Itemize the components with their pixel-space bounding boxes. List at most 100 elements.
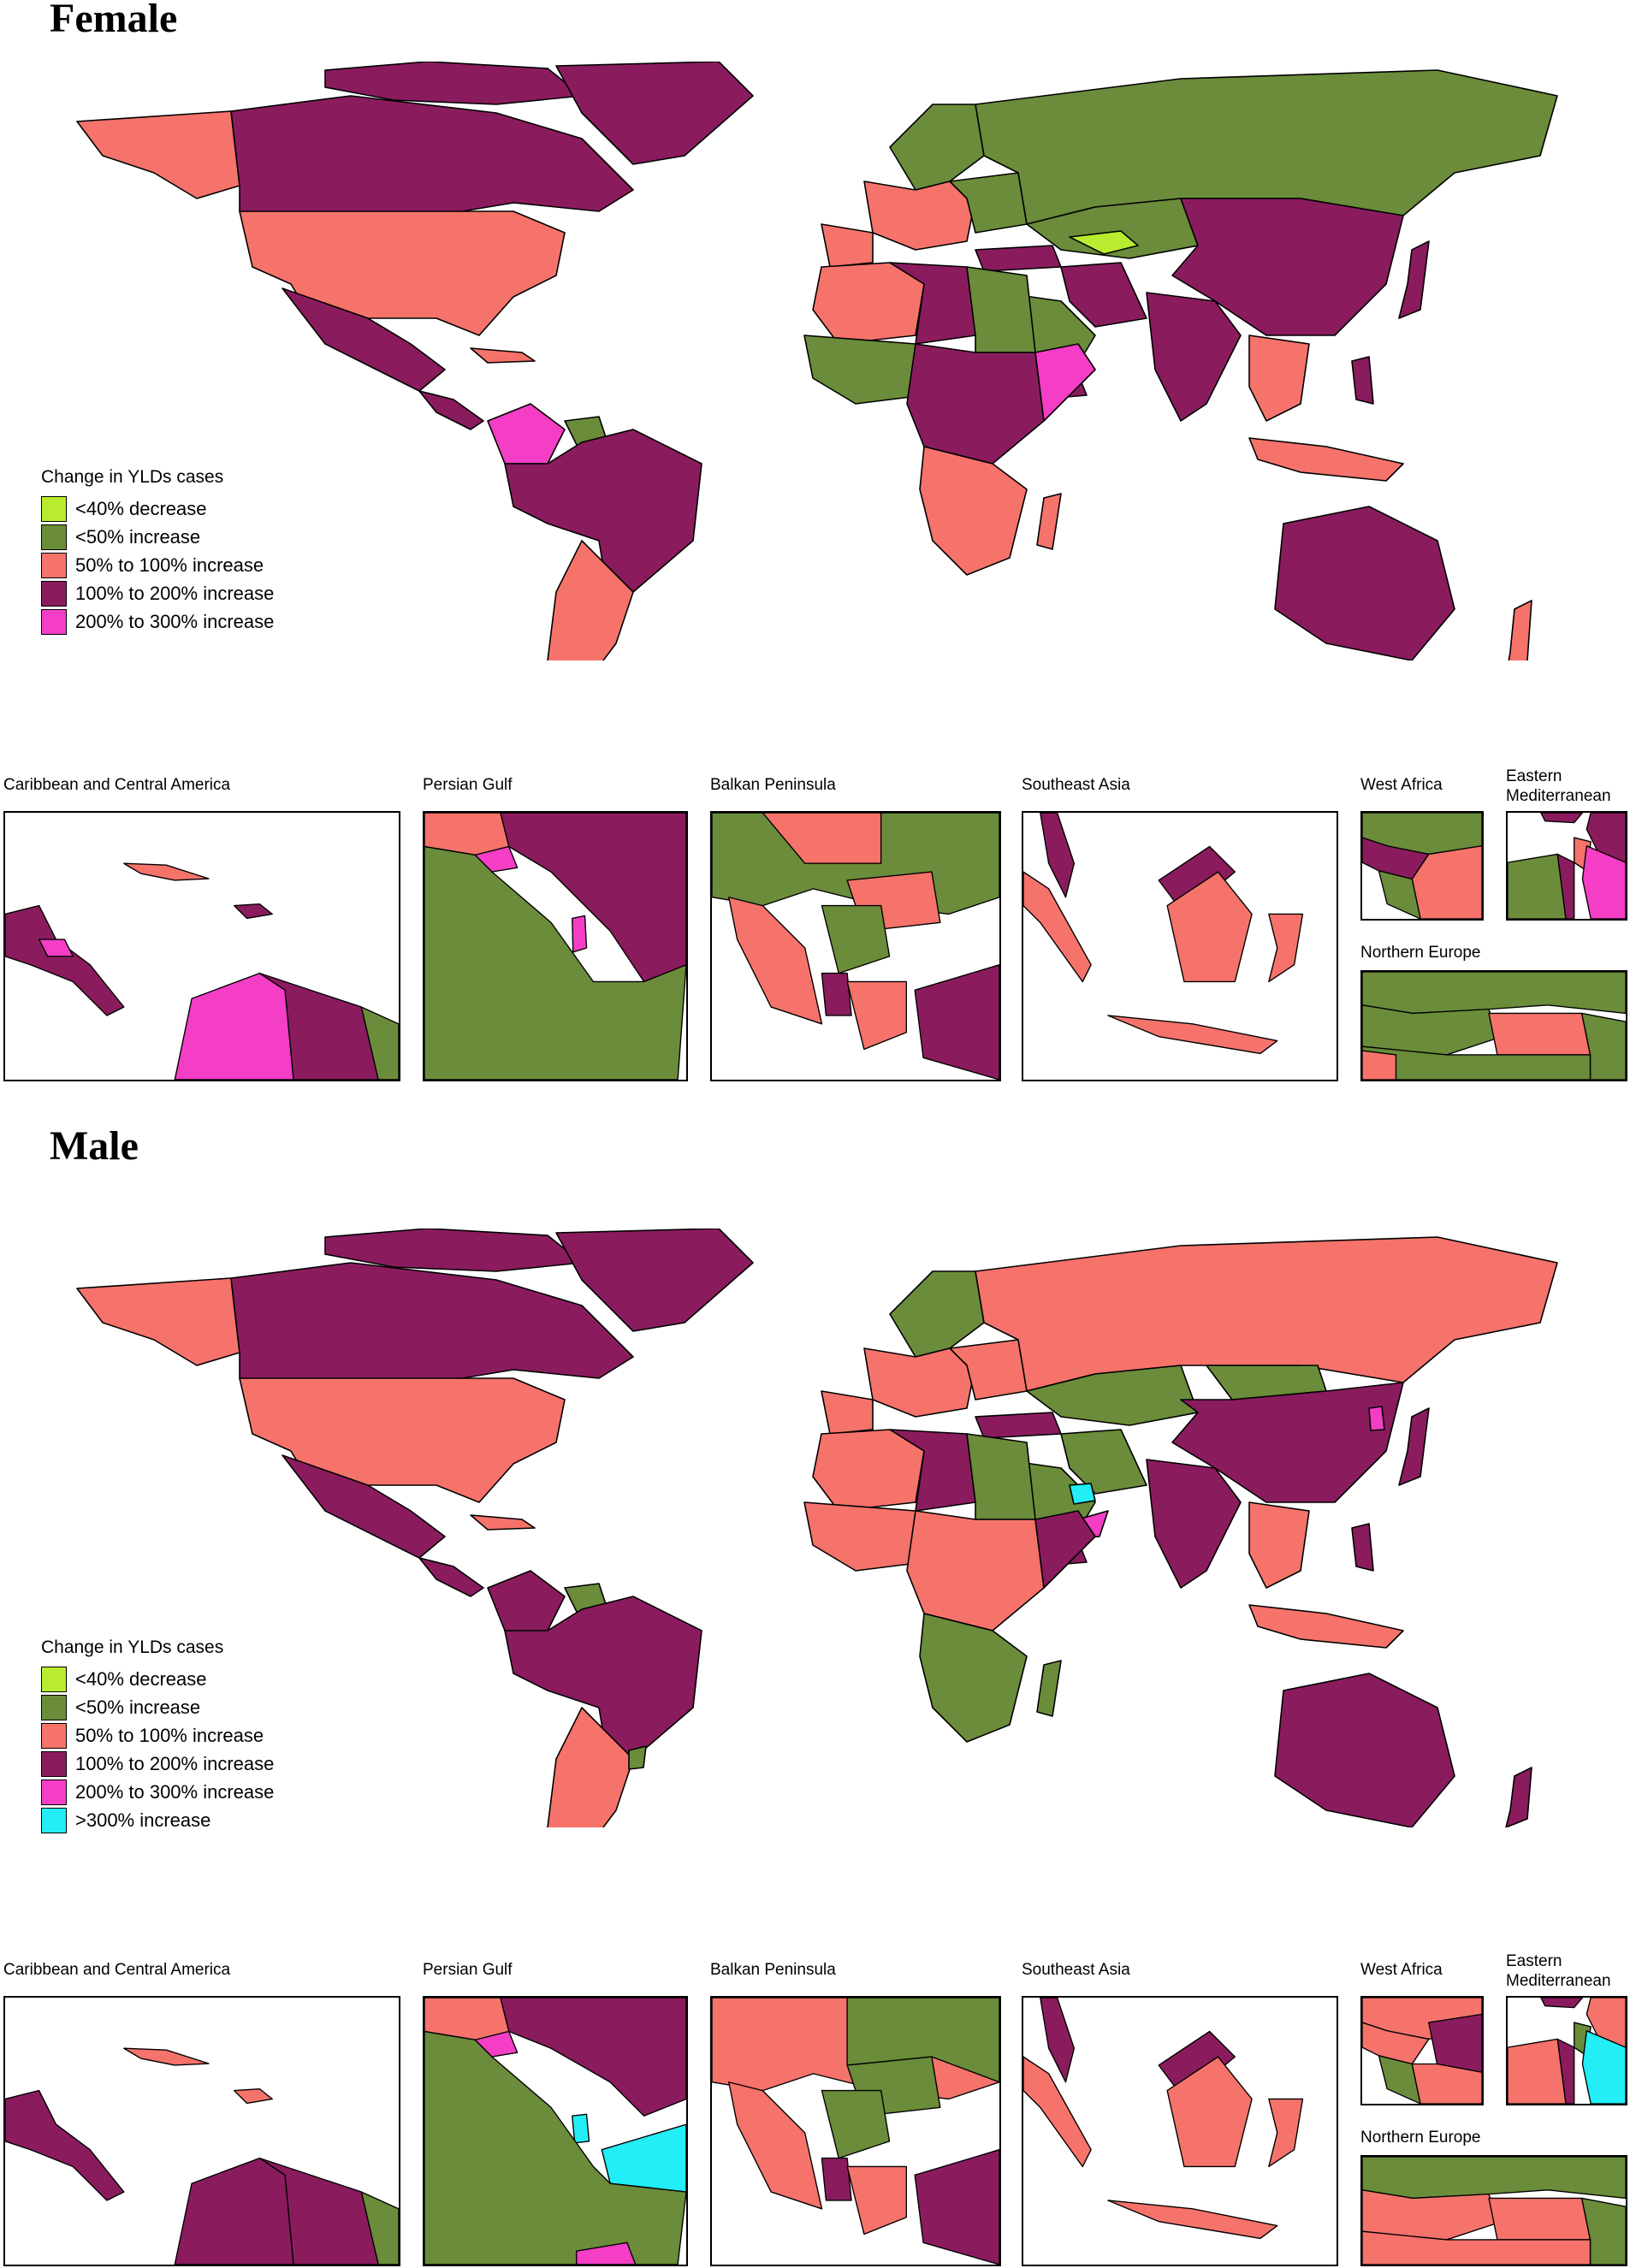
inset-java [1107, 1015, 1278, 1055]
inset-czechia [1362, 1045, 1591, 1080]
inset-hispaniola [233, 2087, 273, 2105]
region-greenland [555, 1229, 754, 1332]
legend-swatch [41, 495, 67, 522]
inset-greece [846, 980, 907, 1051]
female-inset-eastern-med [1506, 811, 1627, 921]
region-north-africa-west [812, 262, 925, 345]
inset-germany [1362, 2189, 1498, 2241]
inset-oman [575, 2241, 637, 2265]
region-iberia [821, 223, 874, 268]
region-central-africa [906, 1510, 1045, 1631]
legend-item: <50% increase [41, 1693, 274, 1721]
region-usa [239, 210, 566, 336]
inset-saudi-arabia [424, 845, 686, 1080]
legend-label: 200% to 300% increase [75, 1780, 275, 1803]
region-colombia [487, 403, 566, 465]
region-greenland [555, 62, 754, 165]
legend-item: 100% to 200% increase [41, 579, 274, 607]
region-uruguay [628, 1745, 647, 1770]
legend-item: 200% to 300% increase [41, 1778, 274, 1806]
region-central-africa [906, 343, 1045, 465]
inset-cyprus [1540, 1998, 1584, 2009]
legend-swatch [41, 1722, 67, 1749]
inset-cyprus [1540, 813, 1584, 824]
male-inset-caribbean [3, 1996, 400, 2266]
legend-item: 200% to 300% increase [41, 607, 274, 636]
inset-czechia [1362, 2230, 1591, 2265]
female-inset-title-southeast-asia: Southeast Asia [1022, 776, 1130, 794]
female-legend: Change in YLDs cases <40% decrease <50% … [41, 467, 274, 636]
male-inset-west-africa [1360, 1996, 1484, 2105]
male-inset-title-west-africa: West Africa [1360, 1961, 1443, 1979]
inset-qatar [572, 915, 588, 953]
inset-scandinavia [1362, 2157, 1626, 2200]
inset-uae [601, 2123, 686, 2193]
inset-central-america [5, 904, 125, 1016]
male-inset-title-northern-europe: Northern Europe [1360, 2129, 1481, 2147]
female-inset-title-caribbean: Caribbean and Central America [3, 776, 231, 794]
inset-borneo [1166, 871, 1253, 983]
inset-germany [1362, 1004, 1498, 1056]
inset-egypt [1508, 2038, 1567, 2104]
region-australia [1274, 506, 1455, 660]
inset-jordan [1581, 2030, 1626, 2104]
inset-borneo [1166, 2056, 1253, 2168]
male-inset-title-caribbean: Caribbean and Central America [3, 1961, 231, 1979]
region-western-europe [863, 181, 976, 251]
male-inset-title-eastern-med-2: Mediterranean [1506, 1972, 1611, 1990]
legend-item: >300% increase [41, 1806, 274, 1834]
region-gulf-states [1069, 1483, 1096, 1505]
region-alaska [76, 1277, 240, 1366]
inset-poland [1488, 2197, 1591, 2241]
inset-qatar [572, 2113, 590, 2144]
legend-swatch [41, 1779, 67, 1805]
region-western-europe [863, 1347, 976, 1418]
inset-palestine [1556, 853, 1575, 919]
inset-albania [821, 2157, 852, 2201]
female-inset-title-eastern-med-2: Mediterranean [1506, 787, 1611, 805]
region-indonesia [1248, 437, 1404, 482]
legend-label: >300% increase [75, 1809, 211, 1831]
region-iberia [821, 1390, 874, 1435]
inset-java [1107, 2200, 1278, 2240]
region-north-africa-west [812, 1429, 925, 1512]
inset-italy [728, 897, 823, 1025]
region-southeast-asia [1248, 1501, 1310, 1589]
legend-label: 50% to 100% increase [75, 554, 264, 576]
female-inset-caribbean [3, 811, 400, 1081]
inset-malaysia-peninsula [1040, 1998, 1076, 2083]
region-horn-of-africa [1034, 1510, 1096, 1589]
female-inset-title-northern-europe: Northern Europe [1360, 944, 1481, 962]
female-world-map [76, 62, 1558, 660]
region-arctic-islands [324, 1229, 583, 1272]
region-mexico [282, 287, 446, 392]
legend-label: 100% to 200% increase [75, 582, 275, 604]
legend-label: 200% to 300% increase [75, 610, 275, 632]
region-west-africa [803, 335, 925, 405]
region-colombia [487, 1570, 566, 1631]
inset-malaysia-peninsula [1040, 813, 1076, 898]
region-iran [1060, 1429, 1147, 1495]
region-indonesia [1248, 1604, 1404, 1649]
inset-colombia [174, 2157, 294, 2265]
region-korea [1368, 1406, 1385, 1431]
male-world-map [76, 1229, 1558, 1827]
region-north-africa-central [889, 1429, 976, 1512]
inset-belarus [1580, 1012, 1626, 1080]
region-scandinavia [889, 104, 985, 191]
inset-poland [1488, 1012, 1591, 1056]
female-panel-title: Female [50, 0, 178, 41]
legend-item: 50% to 100% increase [41, 551, 274, 579]
male-inset-title-eastern-med-1: Eastern [1506, 1952, 1562, 1970]
inset-serbia [821, 904, 891, 974]
inset-central-america [5, 2089, 125, 2201]
legend-swatch [41, 1694, 67, 1720]
legend-swatch [41, 580, 67, 607]
region-caribbean [470, 1514, 536, 1531]
inset-turkey [914, 964, 999, 1080]
region-central-america [418, 390, 484, 430]
inset-cuba [123, 862, 210, 881]
region-eastern-europe [949, 172, 1028, 234]
region-russia [975, 1236, 1558, 1392]
region-japan [1398, 1407, 1430, 1486]
